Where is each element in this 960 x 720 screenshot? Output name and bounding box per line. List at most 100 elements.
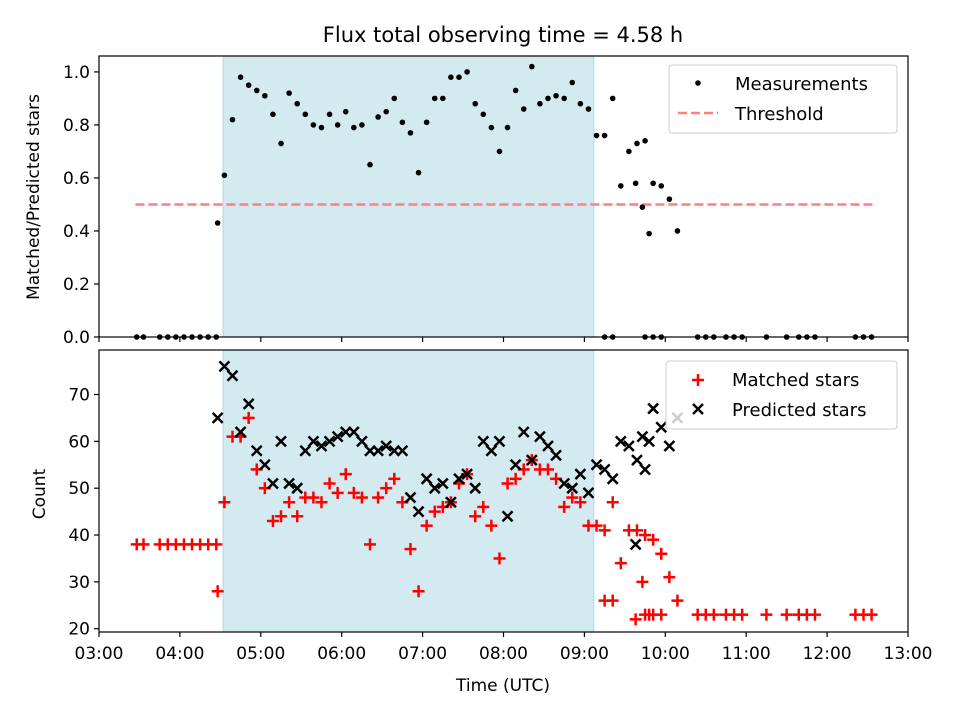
predicted-star-point	[477, 435, 490, 448]
y-tick-label: 30	[68, 573, 90, 593]
matched-star-point	[355, 491, 368, 504]
measurement-point	[632, 180, 639, 187]
matched-star-point	[614, 557, 627, 570]
predicted-star-point	[598, 463, 611, 476]
matched-star-point	[339, 468, 352, 481]
predicted-star-point	[517, 426, 530, 438]
x-b	[258, 458, 271, 471]
measurement-point	[658, 183, 665, 189]
measurement-point	[367, 161, 373, 168]
measurement-point	[237, 74, 244, 81]
measurement-point	[642, 138, 648, 144]
predicted-star-point	[525, 454, 538, 466]
predicted-star-point	[258, 458, 271, 471]
measurement-point	[488, 124, 495, 131]
observing-window	[223, 56, 594, 337]
y-tick-label: 70	[68, 386, 90, 406]
matched-star-point	[808, 608, 821, 621]
observing-window	[223, 350, 594, 632]
x-b	[445, 496, 457, 509]
measurement-point	[585, 106, 592, 112]
predicted-star-point	[647, 402, 660, 415]
matched-star-point	[636, 575, 649, 588]
matched-star-point	[671, 594, 684, 607]
predicted-star-point	[558, 477, 571, 490]
predicted-star-point	[582, 486, 595, 499]
x-b	[614, 435, 627, 448]
measurement-point	[359, 122, 365, 128]
matched-star-point	[372, 491, 385, 504]
matched-star-point	[242, 411, 255, 424]
matched-star-point	[590, 519, 603, 532]
x-tick-label: 07:00	[398, 644, 447, 664]
x-b	[420, 472, 433, 485]
y-tick-label: 50	[68, 479, 90, 499]
x-b	[582, 486, 595, 499]
x-b	[234, 426, 247, 438]
matched-star-point	[558, 500, 571, 513]
matched-star-point	[388, 472, 401, 485]
measurement-point	[650, 180, 656, 187]
predicted-star-point	[380, 440, 393, 452]
measurement-point	[375, 114, 381, 120]
matched-star-point	[606, 496, 619, 509]
measurement-point	[391, 95, 398, 102]
count-panel-xlabel: Time (UTC)	[455, 676, 550, 696]
predicted-star-point	[636, 430, 649, 443]
measurement-point	[639, 204, 646, 210]
predicted-star-point	[655, 421, 668, 434]
x-b	[323, 435, 336, 448]
predicted-star-point	[566, 482, 579, 495]
x-b	[299, 444, 312, 457]
x-b	[525, 454, 538, 466]
x-b	[517, 426, 530, 438]
predicted-star-point	[315, 440, 328, 452]
measurement-point	[342, 108, 349, 115]
x-tick-label: 05:00	[236, 644, 285, 664]
predicted-star-point	[323, 435, 336, 448]
matched-star-point	[331, 486, 344, 499]
matched-star-point	[266, 514, 279, 527]
predicted-star-point	[643, 435, 656, 448]
x-tick-label: 06:00	[317, 644, 366, 664]
predicted-star-point	[372, 444, 384, 457]
x-tick-label: 12:00	[803, 644, 852, 664]
matched-star-point	[629, 613, 642, 626]
matched-star-point	[211, 585, 224, 598]
measurement-point	[520, 106, 527, 112]
x-b	[647, 402, 660, 415]
measurement-point	[351, 124, 357, 131]
measurement-point	[545, 95, 551, 102]
predicted-star-point	[218, 360, 231, 373]
measurement-point	[472, 100, 478, 107]
predicted-star-point	[234, 426, 247, 438]
x-b	[291, 482, 304, 495]
matched-star-point	[655, 547, 668, 560]
matched-star-point	[307, 491, 320, 504]
measurement-point	[464, 69, 470, 75]
x-b	[372, 444, 384, 457]
x-b	[404, 491, 417, 504]
matched-star-point	[364, 538, 377, 551]
x-b	[218, 360, 231, 373]
x-b	[283, 477, 295, 490]
measurement-point	[448, 74, 454, 81]
x-b	[636, 430, 649, 443]
y-tick-label: 60	[68, 432, 90, 452]
measurement-point	[431, 95, 438, 102]
legend-box	[668, 64, 898, 134]
x-b	[275, 435, 287, 448]
predicted-star-point	[420, 472, 433, 485]
x-b	[493, 435, 506, 448]
predicted-star-point	[291, 482, 304, 495]
matched-star-point	[291, 510, 304, 523]
x-b	[598, 463, 611, 476]
x-b	[267, 477, 279, 490]
x-b	[380, 440, 393, 452]
matched-star-point	[606, 594, 619, 607]
ratio-panel-marks	[133, 63, 875, 340]
matched-star-point	[780, 608, 793, 621]
matched-star-point	[760, 608, 773, 621]
x-b	[590, 458, 603, 471]
x-b	[250, 444, 263, 457]
